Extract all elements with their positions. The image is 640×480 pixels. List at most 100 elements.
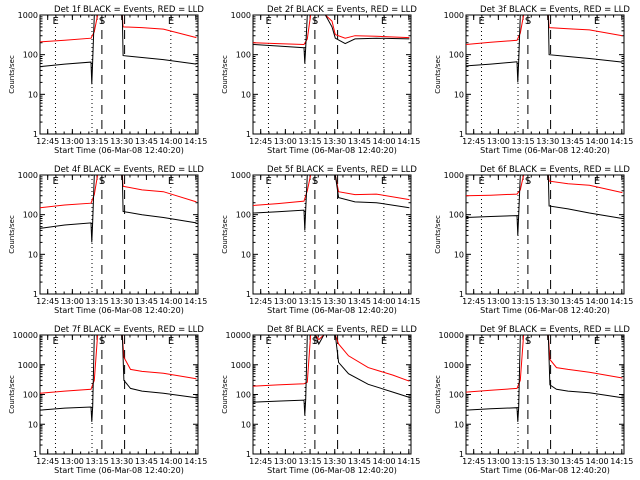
x-tick-label: 14:15 (184, 297, 207, 306)
x-tick-label: 13:15 (299, 137, 322, 146)
chart-title: Det 2f BLACK = Events, RED = LLD (267, 5, 417, 15)
series-group (40, 335, 197, 422)
y-axis-label: Counts/sec (434, 215, 442, 254)
x-tick-label: 14:00 (373, 137, 396, 146)
chart-title: Det 8f BLACK = Events, RED = LLD (267, 325, 417, 335)
marker-label: E (381, 336, 387, 347)
y-tick-label: 100 (236, 211, 251, 220)
x-tick-label: 13:30 (110, 297, 133, 306)
marker-label: E (52, 176, 58, 187)
chart-title: Det 9f BLACK = Events, RED = LLD (480, 325, 630, 335)
y-tick-label: 100 (236, 391, 251, 400)
x-tick-label: 12:45 (36, 297, 59, 306)
x-tick-label: 14:15 (184, 457, 207, 466)
x-tick-label: 12:45 (462, 297, 485, 306)
y-tick-label: 100 (449, 51, 464, 60)
x-axis-label: Start Time (06-Mar-08 12:40:20) (267, 466, 397, 475)
chart-title: Det 1f BLACK = Events, RED = LLD (54, 5, 204, 15)
x-tick-label: 12:45 (36, 457, 59, 466)
y-axis-label: Counts/sec (8, 55, 16, 94)
series-lld-red (466, 335, 623, 393)
marker-label: E (265, 176, 271, 187)
chart-panel-4: 1 10 100 1000 12:45 13:00 13:15 13:30 13:45 14:00… (8, 165, 207, 315)
y-tick-label: 1000 (18, 11, 38, 20)
y-tick-label: 10000 (13, 331, 38, 340)
marker-label: E (52, 336, 58, 347)
x-tick-label: 12:45 (462, 457, 485, 466)
series-group (253, 335, 410, 416)
y-axis-label: Counts/sec (434, 55, 442, 94)
marker-label: E (381, 176, 387, 187)
marker-label: E (594, 16, 600, 27)
chart-title: Det 4f BLACK = Events, RED = LLD (54, 165, 204, 175)
y-tick-label: 10 (28, 90, 38, 99)
chart-title: Det 6f BLACK = Events, RED = LLD (480, 165, 630, 175)
x-tick-label: 14:00 (586, 297, 609, 306)
y-tick-label: 10 (28, 420, 38, 429)
x-tick-label: 13:45 (135, 297, 158, 306)
chart-title: Det 5f BLACK = Events, RED = LLD (267, 165, 417, 175)
chart-panel-5: 1 10 100 1000 12:45 13:00 13:15 13:30 13:45 14:00… (221, 165, 420, 315)
y-tick-label: 1 (246, 450, 251, 459)
y-tick-label: 10 (241, 250, 251, 259)
marker-label: S (99, 176, 105, 187)
x-tick-label: 13:45 (348, 457, 371, 466)
y-tick-label: 1000 (444, 361, 464, 370)
marker-label: S (99, 16, 105, 27)
x-tick-label: 12:45 (462, 137, 485, 146)
y-tick-label: 1 (246, 130, 251, 139)
marker-label: E (168, 16, 174, 27)
x-tick-label: 12:45 (249, 457, 272, 466)
y-tick-label: 10 (241, 90, 251, 99)
x-tick-label: 13:00 (487, 297, 510, 306)
x-tick-label: 13:45 (348, 137, 371, 146)
y-axis-label: Counts/sec (434, 375, 442, 414)
y-tick-label: 1 (459, 450, 464, 459)
series-group (40, 15, 197, 85)
x-tick-label: 13:00 (274, 137, 297, 146)
series-events-black (466, 15, 623, 83)
y-axis-label: Counts/sec (221, 55, 229, 94)
x-tick-label: 13:30 (536, 137, 559, 146)
marker-label: S (312, 176, 318, 187)
x-tick-label: 13:00 (274, 457, 297, 466)
x-tick-label: 13:15 (86, 457, 109, 466)
x-tick-label: 13:00 (274, 297, 297, 306)
y-tick-label: 10 (241, 420, 251, 429)
x-tick-label: 14:00 (586, 457, 609, 466)
x-tick-label: 13:15 (512, 457, 535, 466)
x-axis-label: Start Time (06-Mar-08 12:40:20) (54, 306, 184, 315)
series-group (253, 15, 410, 64)
y-tick-label: 1000 (231, 171, 251, 180)
series-lld-red (466, 15, 623, 45)
marker-label: E (478, 176, 484, 187)
x-tick-label: 13:15 (512, 137, 535, 146)
marker-label: E (168, 176, 174, 187)
x-axis-label: Start Time (06-Mar-08 12:40:20) (267, 146, 397, 155)
marker-label: E (478, 336, 484, 347)
x-tick-label: 13:00 (487, 137, 510, 146)
y-tick-label: 1000 (18, 171, 38, 180)
x-tick-label: 13:45 (135, 137, 158, 146)
x-tick-label: 14:15 (610, 297, 633, 306)
series-events-black (40, 15, 197, 85)
x-tick-label: 13:00 (487, 457, 510, 466)
x-axis-label: Start Time (06-Mar-08 12:40:20) (480, 146, 610, 155)
marker-label: E (594, 176, 600, 187)
x-tick-label: 14:00 (160, 137, 183, 146)
x-tick-label: 14:15 (610, 137, 633, 146)
y-axis-label: Counts/sec (8, 375, 16, 414)
plot-frame (465, 174, 625, 295)
x-tick-label: 13:00 (61, 137, 84, 146)
y-tick-label: 1 (33, 290, 38, 299)
series-lld-red (466, 175, 623, 197)
series-lld-red (40, 335, 197, 394)
series-events-black (466, 175, 623, 236)
marker-label: E (52, 16, 58, 27)
y-tick-label: 10000 (439, 331, 464, 340)
x-axis-label: Start Time (06-Mar-08 12:40:20) (480, 466, 610, 475)
y-tick-label: 1 (246, 290, 251, 299)
x-tick-label: 13:30 (536, 297, 559, 306)
y-tick-label: 100 (236, 51, 251, 60)
x-tick-label: 13:30 (110, 457, 133, 466)
